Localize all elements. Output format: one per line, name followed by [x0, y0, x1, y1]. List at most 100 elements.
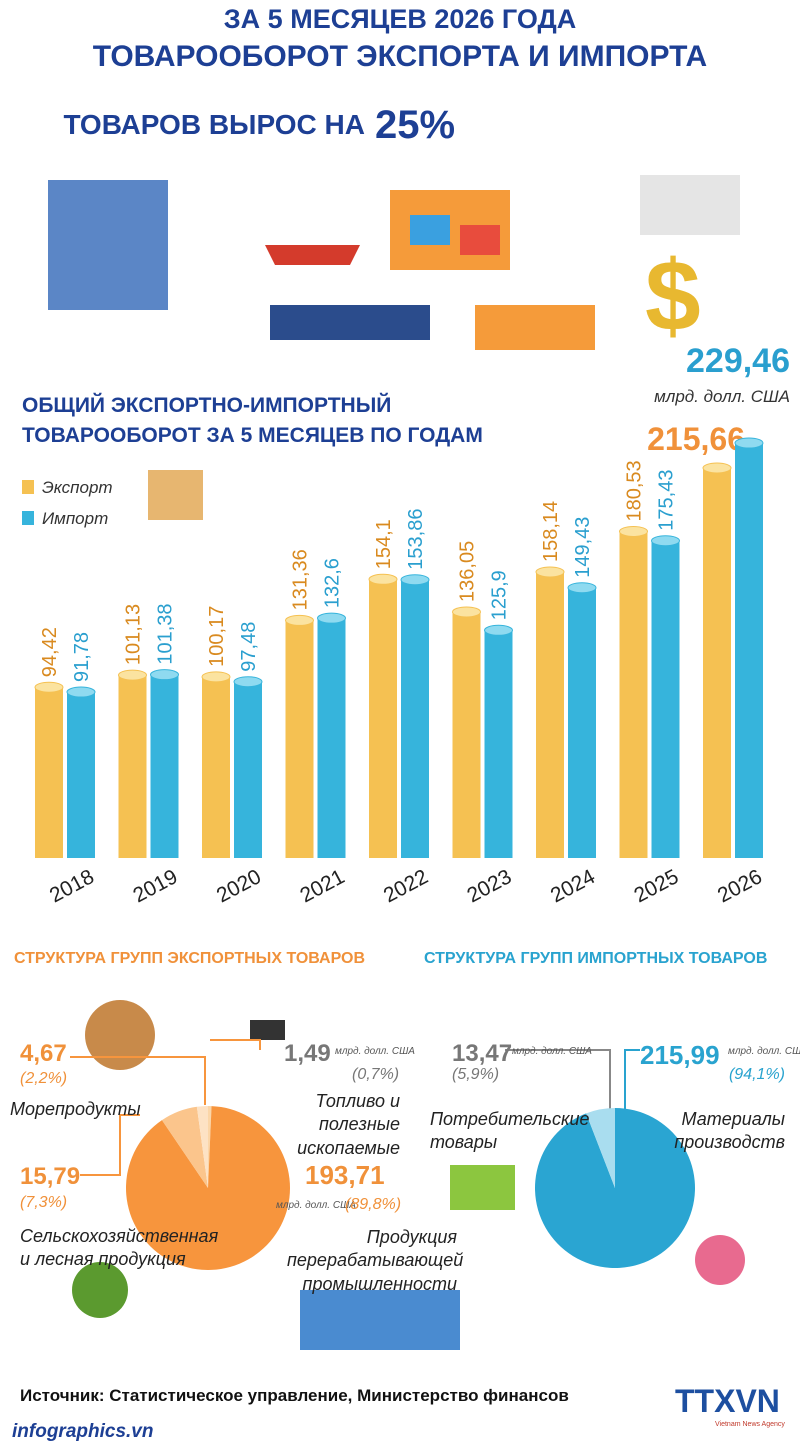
illustration: $ [48, 175, 745, 1350]
bar [452, 611, 481, 858]
value-label: 158,14 [540, 501, 562, 562]
value-label: 180,53 [624, 460, 646, 521]
slice-share: (5,9%) [452, 1066, 500, 1083]
slice-share: (89,8%) [345, 1196, 402, 1213]
bar-cap [619, 525, 648, 537]
bar [202, 676, 230, 858]
slice-share: (2,2%) [20, 1070, 68, 1087]
bar [285, 620, 314, 858]
bar-cap [150, 669, 179, 681]
x-tick-label: 2026 [714, 865, 766, 907]
bar-cap [651, 535, 680, 547]
bar [568, 587, 596, 858]
leader-line [70, 1039, 261, 1176]
pie-slice [125, 1106, 291, 1270]
source: Источник: Статистическое управление, Мин… [20, 1386, 569, 1405]
pie-slice [196, 1106, 208, 1188]
slice-share: (0,7%) [352, 1066, 400, 1083]
value-label: 125,9 [489, 570, 511, 620]
bar-cap [317, 612, 346, 624]
bar-cap [734, 437, 764, 449]
bar [369, 579, 397, 858]
value-label: 131,36 [290, 549, 312, 610]
slice-value: 215,99 [640, 1040, 720, 1070]
bar-cap [400, 574, 430, 586]
bar [536, 571, 564, 858]
unit-label: млрд. долл. США [654, 387, 790, 406]
slice-category: Сельскохозяйственная и лесная продукция [20, 1226, 219, 1270]
header-line: ЗА 5 МЕСЯЦЕВ 2026 ГОДА [224, 4, 576, 34]
bar [619, 531, 648, 858]
svg-text:$: $ [645, 240, 701, 352]
site: infographics.vn [12, 1421, 153, 1442]
bar-cap [452, 606, 481, 618]
value-label: 215,66 [647, 421, 745, 457]
value-label: 101,38 [155, 603, 177, 664]
value-label: 94,42 [39, 627, 61, 677]
slice-share: (7,3%) [20, 1194, 68, 1211]
growth: 25% [375, 103, 455, 147]
value-label: 229,46 [686, 342, 790, 380]
value-label: 154,1 [373, 519, 395, 569]
unit-label: млрд. долл. США [276, 1200, 356, 1211]
bar [735, 443, 763, 858]
bar [317, 618, 346, 858]
header-line: ТОВАРОВ ВЫРОС НА [64, 109, 365, 140]
bar [234, 681, 262, 858]
bar [35, 687, 63, 858]
x-tick-label: 2021 [296, 865, 348, 907]
bar-cap [66, 686, 96, 698]
bar-cap [702, 462, 732, 474]
bar-cap [567, 582, 597, 594]
chart-title: ОБЩИЙ ЭКСПОРТНО-ИМПОРТНЫЙ [22, 393, 391, 417]
x-tick-label: 2024 [547, 865, 599, 907]
pie-slice [161, 1106, 208, 1188]
slice-category: Потребительские товары [430, 1109, 590, 1153]
slice-category: Морепродукты [10, 1099, 141, 1119]
value-label: 136,05 [457, 541, 479, 602]
value-label: 97,48 [238, 622, 260, 672]
slice-category: Материалы производств [674, 1109, 785, 1153]
slice-share: (94,1%) [728, 1066, 785, 1083]
logo: TTXVN [675, 1383, 780, 1419]
value-label: 100,17 [206, 606, 228, 667]
slice-value: 193,71 [305, 1160, 385, 1190]
bar [651, 540, 680, 858]
x-tick-label: 2022 [380, 865, 432, 907]
bar [703, 467, 731, 858]
x-tick-label: 2025 [630, 865, 682, 907]
x-tick-label: 2023 [463, 865, 515, 907]
unit-label: млрд. долл. США [728, 1046, 800, 1057]
unit-label: млрд. долл. США [512, 1046, 592, 1057]
agency: Vietnam News Agency [715, 1421, 785, 1428]
bar-cap [118, 669, 147, 681]
slice-category: Топливо и полезные ископаемые [297, 1091, 400, 1158]
leader-line [624, 1049, 640, 1110]
bar-cap [34, 681, 64, 693]
bar-cap [285, 614, 314, 626]
slice-value: 4,67 [20, 1040, 67, 1067]
slice-value: 1,49 [284, 1040, 331, 1067]
legend-label: Импорт [42, 509, 108, 528]
unit-label: млрд. долл. США [335, 1046, 415, 1057]
legend-label: Экспорт [42, 478, 113, 497]
header-line: ТОВАРООБОРОТ ЭКСПОРТА И ИМПОРТА [93, 40, 707, 73]
pie-title: СТРУКТУРА ГРУПП ИМПОРТНЫХ ТОВАРОВ [424, 950, 767, 967]
slice-value: 13,47 [452, 1040, 513, 1067]
legend-swatch [22, 480, 34, 494]
bar-cap [535, 566, 565, 578]
bar-cap [201, 671, 231, 683]
pie-slice [208, 1106, 212, 1188]
value-label: 101,13 [123, 604, 145, 665]
slice-category: Продукция перерабатывающей промышленност… [287, 1227, 464, 1294]
bar-cap [233, 676, 263, 688]
value-label: 91,78 [71, 632, 93, 682]
slice-value: 15,79 [20, 1163, 81, 1190]
bar [150, 674, 179, 858]
legend-swatch [22, 511, 34, 525]
bar [484, 630, 513, 858]
value-label: 149,43 [572, 517, 594, 578]
x-tick-label: 2019 [129, 865, 181, 907]
